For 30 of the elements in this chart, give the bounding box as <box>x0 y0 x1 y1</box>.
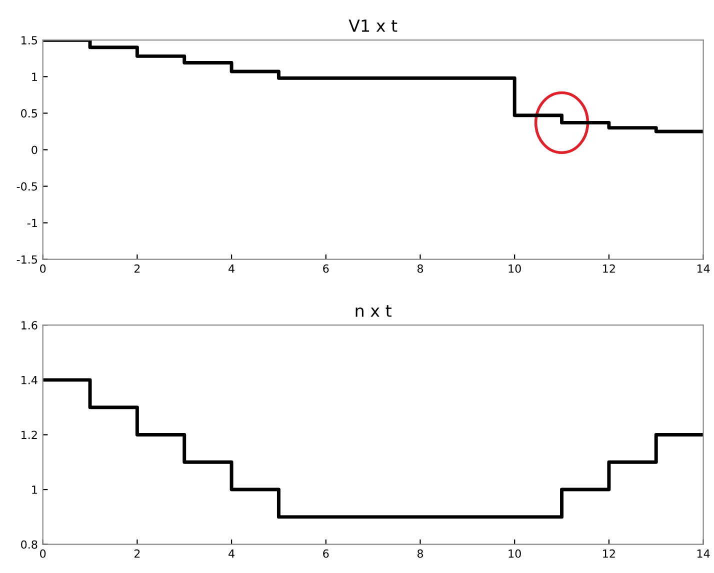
x-tick-label: 14 <box>697 264 710 273</box>
x-tick-label: 6 <box>323 549 329 558</box>
x-tick-label: 2 <box>134 264 140 273</box>
y-tick-label: 1.5 <box>22 36 38 44</box>
x-tick-label: 4 <box>228 550 234 558</box>
chart-title: n x t <box>356 305 392 317</box>
x-tick-label: 6 <box>323 264 329 273</box>
y-tick-label: -1 <box>27 218 37 228</box>
x-tick-label: 8 <box>417 264 424 273</box>
y-tick-label: 1 <box>32 486 37 494</box>
x-tick-label: 12 <box>603 264 615 273</box>
x-tick-label: 0 <box>40 264 46 273</box>
x-tick-label: 12 <box>603 549 615 558</box>
x-tick-label: 4 <box>228 264 234 273</box>
x-tick-label: 0 <box>40 549 46 558</box>
y-tick-label: 1 <box>32 72 37 81</box>
y-tick-label: 0 <box>32 146 38 154</box>
x-tick-label: 8 <box>417 549 424 558</box>
x-tick-label: 14 <box>697 550 710 558</box>
y-tick-label: 0.8 <box>21 540 38 549</box>
x-tick-label: 10 <box>508 549 521 558</box>
y-tick-label: 0.5 <box>21 109 38 118</box>
x-tick-label: 2 <box>134 549 140 558</box>
x-tick-label: 10 <box>508 264 521 273</box>
y-tick-label: 1.4 <box>22 376 38 384</box>
y-tick-label: -1.5 <box>16 255 38 264</box>
y-tick-label: 1.6 <box>22 321 38 330</box>
chart-title: V1 x t <box>348 20 398 32</box>
y-tick-label: -0.5 <box>16 182 38 191</box>
y-tick-label: 1.2 <box>22 430 37 439</box>
